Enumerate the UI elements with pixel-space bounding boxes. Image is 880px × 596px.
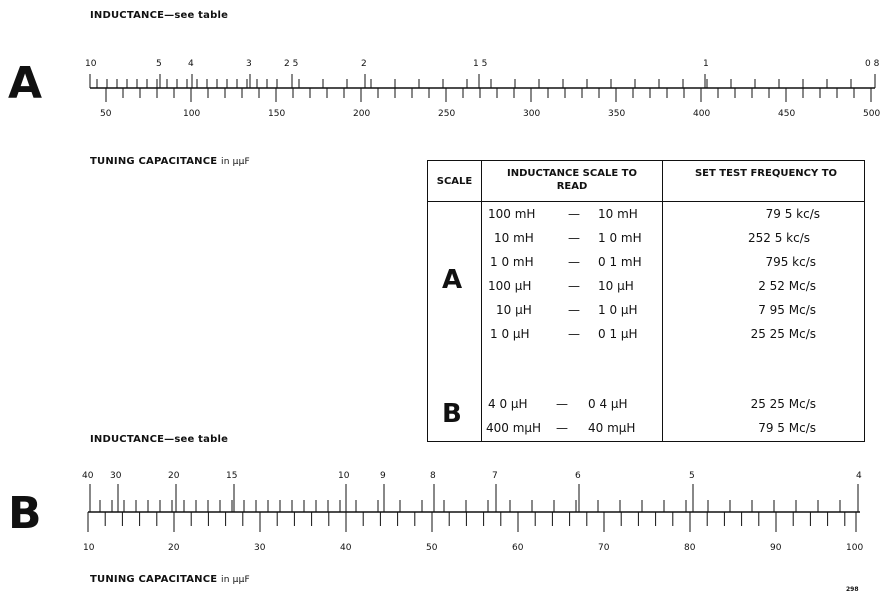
table-header-separator	[428, 201, 864, 202]
scale-b-top-label: 8	[430, 471, 436, 481]
row-dash: —	[568, 303, 580, 317]
scale-a-bottom-label: 150	[268, 109, 285, 119]
table-col-separator	[481, 161, 482, 441]
scale-a-top-label: 1	[703, 59, 709, 69]
row-inductance-high: 1 0 µH	[598, 303, 638, 317]
scale-a-bottom-label: 50	[100, 109, 112, 119]
table-header-scale: SCALE	[436, 176, 473, 187]
scale-a-top-label: 3	[246, 59, 252, 69]
scale-a-bottom-label: 100	[183, 109, 200, 119]
row-frequency: 795 kc/s	[765, 255, 816, 269]
scale-b-top-label: 40	[82, 471, 94, 481]
row-frequency: 252 5 kc/s	[747, 231, 810, 245]
row-dash: —	[556, 397, 568, 411]
scale-b-inductance-label: INDUCTANCE—see table	[90, 434, 229, 445]
scale-a-top-label: 4	[188, 59, 194, 69]
scale-a-capacitance-label: TUNING CAPACITANCE in µµF	[90, 156, 250, 167]
scale-b-letter: B	[8, 488, 42, 539]
row-inductance-low: 100 mH	[488, 207, 536, 221]
table-col-separator	[662, 161, 663, 441]
scale-a-bottom-label: 250	[438, 109, 455, 119]
row-frequency: 25 25 Mc/s	[750, 397, 816, 411]
scale-a-capacitance-text: TUNING CAPACITANCE	[90, 156, 218, 167]
scale-b-bottom-label: 50	[426, 543, 438, 553]
scale-a-top-label: 1 5	[473, 59, 487, 69]
row-dash: —	[568, 255, 580, 269]
scale-b-capacitance-label: TUNING CAPACITANCE in µµF	[90, 574, 250, 585]
scale-b-bottom-label: 80	[684, 543, 696, 553]
row-inductance-low: 4 0 µH	[488, 397, 528, 411]
scale-a: 10 5 4 3 2 5 2 1 5 1 0 8 50 100 150 200 …	[85, 59, 880, 119]
scale-a-bottom-minor-ticks	[105, 88, 872, 98]
scale-a-bottom-label: 450	[778, 109, 795, 119]
scale-b-top-label: 9	[380, 471, 386, 481]
scale-b-bottom-label: 20	[168, 543, 180, 553]
scale-a-top-label: 10	[85, 59, 97, 69]
row-frequency: 2 52 Mc/s	[758, 279, 816, 293]
scale-a-bottom-label: 400	[693, 109, 710, 119]
row-inductance-high: 1 0 mH	[598, 231, 642, 245]
table-scale-b-letter: B	[442, 399, 462, 429]
scale-b-bottom-label: 10	[83, 543, 95, 553]
scale-a-bottom-label: 200	[353, 109, 370, 119]
table-header-frequency: SET TEST FREQUENCY TO	[694, 168, 838, 179]
scale-a-top-minor-ticks	[96, 79, 852, 88]
row-dash: —	[568, 207, 580, 221]
table-header-inductance: INDUCTANCE SCALE TO READ	[507, 168, 637, 192]
scale-b-bottom-label: 90	[770, 543, 782, 553]
scale-b-bottom-label: 70	[598, 543, 610, 553]
scale-b-top-minor-ticks	[99, 500, 841, 512]
scale-b-bottom-minor-ticks	[87, 512, 846, 526]
scale-a-letter: A	[8, 58, 43, 109]
scale-a-bottom-label: 300	[523, 109, 540, 119]
row-inductance-low: 10 µH	[496, 303, 532, 317]
scale-a-bottom-label: 350	[608, 109, 625, 119]
scale-b-bottom-label: 30	[254, 543, 266, 553]
scale-b: 40 30 20 15 10 9 8 7 6 5 4 10 20 30 40 5…	[82, 471, 863, 553]
scale-b-top-label: 10	[338, 471, 350, 481]
row-frequency: 7 95 Mc/s	[758, 303, 816, 317]
scale-b-bottom-label: 60	[512, 543, 524, 553]
scale-b-top-label: 7	[492, 471, 498, 481]
row-inductance-low: 10 mH	[494, 231, 534, 245]
row-inductance-high: 0 4 µH	[588, 397, 628, 411]
scale-b-top-label: 6	[575, 471, 581, 481]
page-number: 298	[846, 586, 859, 593]
scale-b-bottom-label: 100	[846, 543, 863, 553]
scale-b-bottom-label: 40	[340, 543, 352, 553]
scale-a-inductance-label: INDUCTANCE—see table	[90, 10, 229, 21]
scale-b-capacitance-unit: in µµF	[221, 575, 250, 585]
scale-b-top-label: 15	[226, 471, 237, 481]
scale-b-top-label: 20	[168, 471, 180, 481]
scale-b-top-label: 5	[689, 471, 695, 481]
scale-b-top-label: 4	[856, 471, 862, 481]
table-scale-a-letter: A	[442, 265, 463, 295]
row-inductance-low: 1 0 µH	[490, 327, 530, 341]
row-inductance-high: 10 µH	[598, 279, 634, 293]
row-inductance-low: 1 0 mH	[490, 255, 534, 269]
row-inductance-low: 100 µH	[488, 279, 532, 293]
scale-a-top-label: 2 5	[284, 59, 298, 69]
row-dash: —	[568, 327, 580, 341]
scale-b-top-label: 30	[110, 471, 122, 481]
scale-a-bottom-label: 500	[863, 109, 880, 119]
row-dash: —	[556, 421, 568, 435]
row-frequency: 25 25 Mc/s	[750, 327, 816, 341]
row-frequency: 79 5 Mc/s	[758, 421, 816, 435]
row-frequency: 79 5 kc/s	[765, 207, 820, 221]
scale-a-capacitance-unit: in µµF	[221, 157, 250, 167]
row-inductance-high: 40 mµH	[588, 421, 636, 435]
scale-table: SCALE INDUCTANCE SCALE TO READ SET TEST …	[427, 160, 865, 442]
scale-a-top-label: 5	[156, 59, 162, 69]
row-inductance-high: 0 1 mH	[598, 255, 642, 269]
row-inductance-high: 10 mH	[598, 207, 638, 221]
row-dash: —	[568, 231, 580, 245]
scale-b-capacitance-text: TUNING CAPACITANCE	[90, 574, 218, 585]
row-dash: —	[568, 279, 580, 293]
row-inductance-low: 400 mµH	[486, 421, 542, 435]
scale-a-top-label: 0 8	[865, 59, 880, 69]
scale-a-top-label: 2	[361, 59, 367, 69]
row-inductance-high: 0 1 µH	[598, 327, 638, 341]
